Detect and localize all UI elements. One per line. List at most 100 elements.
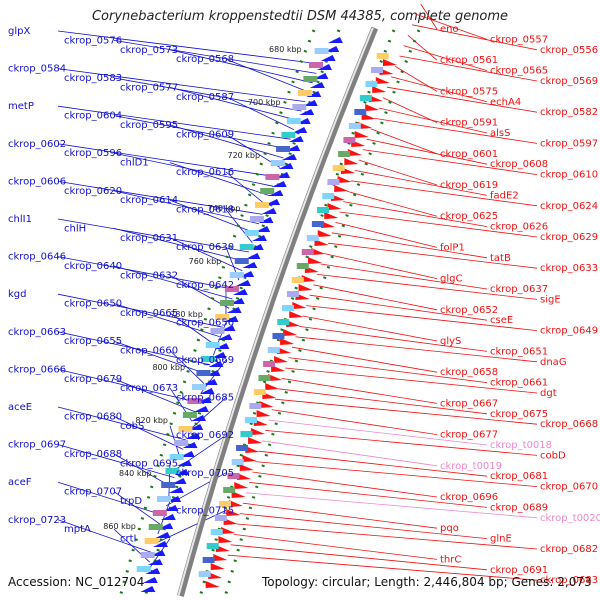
gene-label-left: ckrop_0660 (120, 346, 178, 357)
label-leader-left (57, 519, 153, 554)
forward-gene-arrow (271, 181, 287, 187)
forward-gene-arrow (292, 127, 308, 133)
reverse-gene-arrow (334, 185, 349, 192)
label-leader-right (366, 138, 488, 165)
gene-label-right: ckrop_0670 (540, 482, 598, 493)
gene-label-right: ckrop_0610 (540, 170, 598, 181)
label-leader-left (169, 350, 205, 384)
label-leader-right (378, 107, 488, 134)
label-leader-right (374, 118, 538, 144)
label-leader-left (188, 397, 227, 431)
label-leader-left (169, 275, 230, 309)
gene-label-left: ckrop_0604 (64, 111, 122, 122)
label-leader-right (278, 388, 488, 415)
label-leader-right (316, 274, 538, 300)
reverse-gene-arrow (365, 104, 380, 111)
tick-label: 760 kbp (189, 257, 222, 266)
gene-label-left: aceE (8, 402, 32, 413)
reverse-gene-arrow (213, 554, 228, 561)
gene-label-right: ckrop_0619 (440, 180, 498, 191)
label-leader-right (268, 419, 488, 446)
forward-gene-arrow (242, 262, 258, 268)
gene-label-right: alsS (490, 128, 510, 139)
cog-block-outer (354, 109, 367, 115)
gene-label-left: ckrop_0707 (64, 487, 122, 498)
cog-block-outer (301, 249, 314, 255)
gene-label-left: ckrop_0630 (176, 242, 234, 253)
reverse-gene-arrow (292, 302, 307, 309)
reverse-gene-arrow (280, 338, 295, 345)
gene-label-right: ckrop_0696 (440, 492, 498, 503)
forward-gene-arrow (281, 154, 297, 160)
reverse-gene-arrow (259, 401, 274, 408)
forward-gene-arrow (320, 55, 336, 61)
cog-block-outer (291, 277, 304, 283)
cog-block-outer (206, 543, 219, 549)
gene-label-right: ckrop_0561 (440, 55, 498, 66)
gene-label-left: ckrop_0631 (120, 233, 178, 244)
cog-block-outer (272, 333, 285, 339)
label-leader-left (57, 143, 277, 178)
cog-block-outer (218, 501, 231, 507)
cog-block-inner (281, 132, 296, 138)
forward-gene-arrow (278, 163, 294, 169)
label-leader-left (57, 256, 236, 290)
label-leader-right (306, 305, 538, 331)
gene-label-right: ckrop_0556 (540, 45, 598, 56)
forward-gene-arrow (176, 460, 192, 466)
reverse-gene-arrow (283, 329, 298, 336)
cog-block-outer (365, 81, 378, 87)
label-leader-right (255, 461, 538, 487)
forward-gene-arrow (255, 226, 271, 232)
cog-block-outer (296, 263, 309, 269)
gene-label-left: ckrop_0715 (176, 505, 234, 516)
forward-gene-arrow (288, 136, 304, 142)
gene-label-right: fadE2 (490, 190, 519, 201)
gene-label-left: ckrop_0680 (64, 411, 122, 422)
gene-label-left: ckrop_0583 (64, 73, 122, 84)
forward-gene-arrow (202, 379, 218, 385)
gene-label-left: ckrop_0640 (64, 261, 122, 272)
reverse-gene-arrow (237, 473, 252, 480)
cog-block-outer (317, 207, 330, 213)
label-leader-right (343, 201, 488, 227)
cog-block-inner (297, 90, 312, 96)
cog-block-outer (343, 137, 356, 143)
reverse-gene-arrow (311, 248, 326, 255)
gene-label-left: ckrop_0584 (8, 64, 66, 75)
gene-label-left: cobS (120, 421, 144, 432)
label-leader-right (242, 502, 438, 529)
gene-label-left: kgd (8, 289, 27, 300)
forward-gene-arrow (208, 361, 224, 367)
label-leader-right (285, 367, 538, 394)
forward-gene-arrow (185, 433, 201, 439)
label-leader-right (407, 34, 438, 61)
gene-label-left: ckrop_0568 (176, 54, 234, 65)
gene-label-right: thrC (440, 554, 461, 565)
reverse-gene-arrow (277, 347, 292, 354)
gene-label-left: ckrop_0573 (120, 45, 178, 56)
forward-gene-arrow (327, 37, 343, 43)
gene-label-right: pqo (440, 523, 459, 534)
label-leader-right (236, 523, 538, 550)
label-leader-left (113, 115, 288, 149)
gene-label-right: ckrop_0668 (540, 419, 598, 430)
label-leader-left (113, 228, 246, 262)
forward-gene-arrow (302, 100, 318, 106)
label-leader-right (249, 482, 488, 508)
label-leader-left (113, 491, 161, 525)
gene-label-left: ckrop_0688 (64, 449, 122, 460)
gene-label-left: mptA (64, 524, 91, 535)
gene-label-right: ckrop_0629 (540, 232, 598, 243)
reverse-gene-arrow (218, 536, 233, 543)
gene-label-right: folP1 (440, 242, 465, 253)
reverse-gene-arrow (274, 356, 289, 363)
label-leader-right (239, 513, 488, 539)
map-title: Corynebacterium kroppenstedtii DSM 44385… (91, 9, 509, 24)
cog-block-inner (309, 62, 324, 68)
label-leader-left (113, 416, 184, 450)
reverse-gene-arrow (228, 500, 243, 507)
reverse-gene-arrow (354, 131, 369, 138)
label-leader-left (225, 171, 267, 206)
